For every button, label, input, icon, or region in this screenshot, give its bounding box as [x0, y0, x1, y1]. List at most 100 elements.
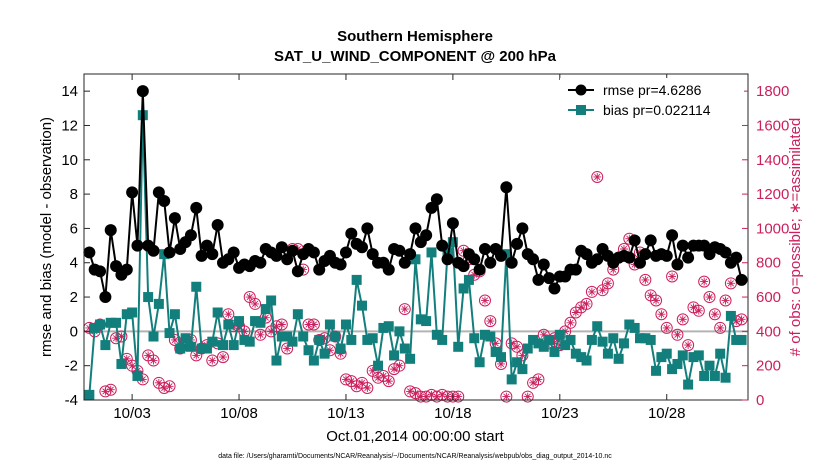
- obs-possible-point: [719, 294, 732, 307]
- obs-assimilated-point: [507, 339, 516, 348]
- bias-point: [228, 340, 239, 351]
- obs-possible-point: [329, 330, 342, 343]
- bias-point: [565, 334, 576, 345]
- obs-assimilated-point: [192, 351, 201, 360]
- bias-point: [437, 334, 448, 345]
- rmse-point: [676, 239, 689, 252]
- obs-assimilated-point: [577, 303, 586, 312]
- bias-point: [201, 343, 212, 354]
- obs-possible-point: [671, 328, 684, 341]
- obs-assimilated-point: [523, 392, 532, 401]
- obs-assimilated-point: [106, 385, 115, 394]
- rmse-point: [537, 258, 550, 271]
- rmse-point: [195, 249, 208, 262]
- obs-assimilated-point: [170, 335, 179, 344]
- axes-group: 10/03 10/08 10/13 10/18 10/23 10/28 -4 -2 0 2 4 6 8 1…: [61, 74, 789, 422]
- obs-assimilated-point: [491, 339, 500, 348]
- y-tick-label-right: 1200: [756, 186, 789, 203]
- obs-assimilated-point: [566, 318, 575, 327]
- obs-assimilated-point: [347, 377, 356, 386]
- bias-point: [586, 334, 597, 345]
- bias-point: [453, 341, 464, 352]
- bias-point: [693, 350, 704, 361]
- bias-point: [89, 322, 100, 333]
- y-tick-label-right: 800: [756, 255, 781, 272]
- obs-assimilated-point: [534, 375, 543, 384]
- bias-point: [383, 321, 394, 332]
- rmse-point: [404, 248, 417, 261]
- rmse-point: [361, 222, 374, 235]
- chart-title: Southern Hemisphere: [337, 28, 493, 45]
- rmse-point: [104, 224, 117, 237]
- bias-point: [394, 326, 405, 337]
- bias-point: [635, 333, 646, 344]
- bias-point: [651, 365, 662, 376]
- bias-point: [517, 364, 528, 375]
- obs-assimilated-point: [480, 296, 489, 305]
- bias-point: [554, 329, 565, 340]
- rmse-point: [270, 249, 283, 262]
- obs-assimilated-point: [662, 323, 671, 332]
- rmse-point: [511, 237, 524, 250]
- y-tick-label: 6: [70, 220, 78, 237]
- bias-point: [731, 334, 742, 345]
- obs-assimilated-point: [513, 342, 522, 351]
- obs-assimilated-point: [154, 378, 163, 387]
- bias-point: [709, 370, 720, 381]
- bias-point: [656, 352, 667, 363]
- bias-point: [223, 319, 234, 330]
- bias-point: [479, 329, 490, 340]
- y-tick-label-right: 200: [756, 358, 781, 375]
- obs-assimilated-point: [550, 334, 559, 343]
- rmse-point: [591, 253, 604, 266]
- y-tick-label: -4: [65, 392, 78, 409]
- rmse-point: [382, 263, 395, 276]
- bias-point: [442, 247, 453, 258]
- obs-assimilated-point: [561, 327, 570, 336]
- obs-possible-point: [500, 390, 513, 403]
- bias-point: [357, 300, 368, 311]
- obs-possible-point: [537, 328, 550, 341]
- bias-point: [677, 350, 688, 361]
- rmse-point: [441, 253, 454, 266]
- bias-point: [116, 358, 127, 369]
- bias-point: [308, 355, 319, 366]
- y-tick-label: 4: [70, 255, 78, 272]
- bias-point: [672, 358, 683, 369]
- rmse-point: [356, 241, 369, 254]
- obs-assimilated-point: [422, 392, 431, 401]
- y-tick-label: 10: [61, 152, 78, 169]
- obs-assimilated-point: [555, 341, 564, 350]
- obs-assimilated-point: [454, 392, 463, 401]
- rmse-point: [120, 263, 133, 276]
- y-tick-label: -2: [65, 358, 78, 375]
- rmse-point: [200, 239, 213, 252]
- x-tick-label: 10/03: [113, 405, 151, 422]
- bias-point: [715, 348, 726, 359]
- bias-point: [266, 295, 277, 306]
- bias-point: [699, 370, 710, 381]
- obs-possible-point: [714, 321, 727, 334]
- rmse-point: [366, 248, 379, 261]
- bias-point: [458, 283, 469, 294]
- rmse-point: [339, 246, 352, 259]
- obs-possible-point: [639, 273, 652, 286]
- obs-assimilated-point: [112, 334, 121, 343]
- rmse-point: [184, 229, 197, 242]
- bias-point: [490, 346, 501, 357]
- obs-assimilated-point: [598, 286, 607, 295]
- obs-possible-point: [281, 342, 294, 355]
- rmse-point: [548, 282, 561, 295]
- obs-assimilated-point: [309, 320, 318, 329]
- bias-point: [250, 316, 261, 327]
- y-tick-label-right: 1400: [756, 152, 789, 169]
- obs-possible-point: [676, 313, 689, 326]
- obs-possible-point: [254, 328, 267, 341]
- obs-assimilated-point: [304, 320, 313, 329]
- obs-assimilated-point: [694, 306, 703, 315]
- legend: rmse pr=4.6286 bias pr=0.022114: [560, 78, 744, 124]
- x-tick-label: 10/08: [220, 405, 258, 422]
- legend-entry-rmse: rmse pr=4.6286: [568, 82, 702, 98]
- y-tick-label-right: 1000: [756, 220, 789, 237]
- obs-assimilated-point: [737, 315, 746, 324]
